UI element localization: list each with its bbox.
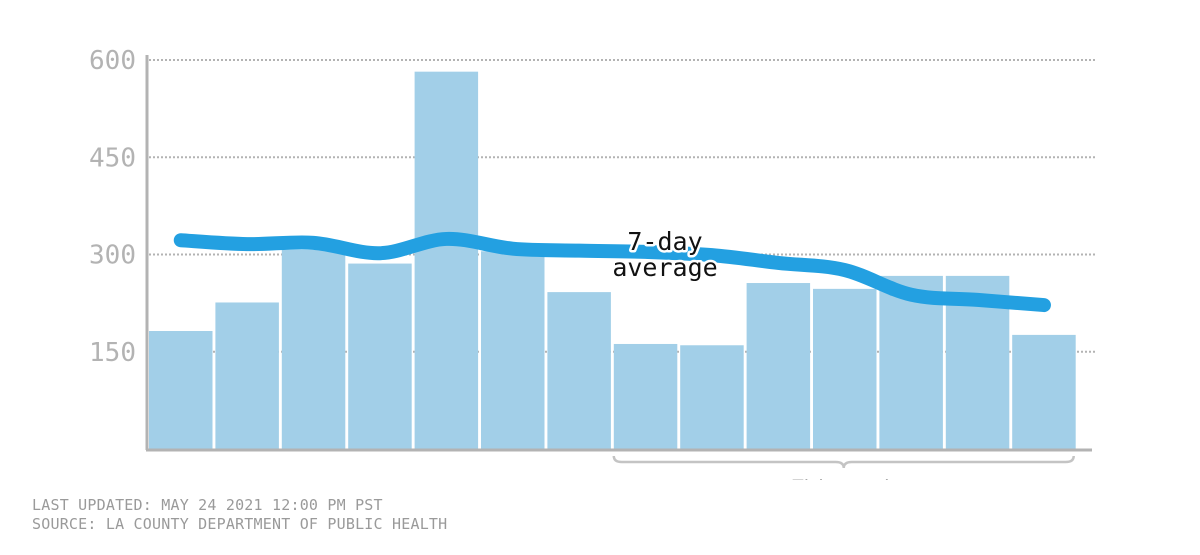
bar-6 bbox=[481, 251, 545, 449]
seven-day-average-line bbox=[173, 231, 1051, 313]
bar-1 bbox=[149, 331, 213, 449]
y-axis-tick-labels: 150 300 450 600 bbox=[89, 46, 136, 368]
bars bbox=[149, 71, 1076, 450]
this-week-brace bbox=[612, 455, 1075, 469]
bar-7 bbox=[547, 292, 611, 449]
last-updated-text: LAST UPDATED: MAY 24 2021 12:00 PM PST bbox=[32, 496, 383, 514]
axes bbox=[145, 55, 1092, 452]
this-week-label: This week bbox=[792, 476, 896, 480]
y-tick-label-600: 600 bbox=[89, 46, 136, 76]
bar-11 bbox=[813, 288, 877, 449]
bar-12 bbox=[879, 275, 943, 449]
bar-2 bbox=[215, 302, 279, 449]
y-tick-label-300: 300 bbox=[89, 241, 136, 271]
bar-9 bbox=[680, 345, 744, 449]
seven-day-average-series bbox=[173, 231, 1051, 313]
bar-10 bbox=[746, 283, 811, 449]
bar-3 bbox=[281, 249, 346, 449]
bar-4 bbox=[348, 263, 412, 449]
seven-day-average-label-line-1: 7-day bbox=[627, 227, 702, 256]
bar-14 bbox=[1012, 334, 1076, 449]
y-tick-label-150: 150 bbox=[89, 338, 136, 368]
bar-5 bbox=[414, 71, 479, 450]
seven-day-average-label-line-2: average bbox=[612, 253, 717, 282]
y-tick-label-450: 450 bbox=[89, 143, 136, 173]
bar-8 bbox=[613, 343, 678, 449]
source-text: SOURCE: LA COUNTY DEPARTMENT OF PUBLIC H… bbox=[32, 515, 448, 533]
